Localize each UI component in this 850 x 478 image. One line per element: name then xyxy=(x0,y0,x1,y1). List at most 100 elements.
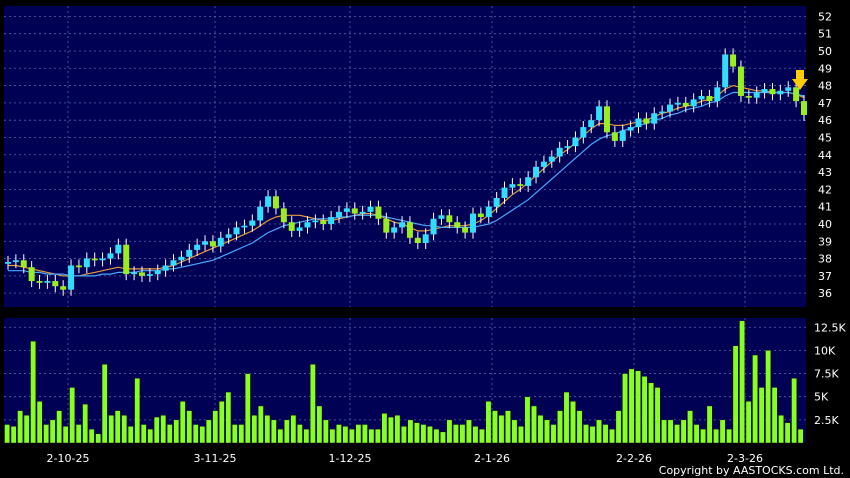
candle-body xyxy=(170,260,177,266)
candle-body xyxy=(469,213,476,233)
candle-body xyxy=(249,220,256,226)
volume-bar xyxy=(537,415,544,444)
volume-bar xyxy=(17,410,24,444)
candle-body xyxy=(438,215,445,219)
volume-bar xyxy=(290,415,297,444)
volume-bar xyxy=(401,426,407,444)
volume-bar xyxy=(674,424,680,444)
candle-body xyxy=(540,161,547,167)
candle-body xyxy=(233,227,240,235)
volume-bar xyxy=(414,422,420,444)
price-tick-label: 41 xyxy=(818,201,832,214)
volume-bar xyxy=(322,419,329,444)
candle-body xyxy=(730,54,737,67)
candle-body xyxy=(257,206,264,221)
volume-bar xyxy=(570,401,576,444)
candle-body xyxy=(493,198,500,207)
candle-body xyxy=(785,87,792,91)
candle-body xyxy=(769,89,776,95)
candle-body xyxy=(351,208,358,214)
volume-bar xyxy=(479,428,485,444)
price-tick-label: 52 xyxy=(818,10,832,23)
volume-bar xyxy=(700,428,706,444)
volume-bar xyxy=(166,424,173,444)
volume-tick-label: 10K xyxy=(814,344,836,357)
volume-bar xyxy=(121,415,128,444)
price-tick-label: 42 xyxy=(818,183,832,196)
price-tick-label: 48 xyxy=(818,80,832,93)
candle-body xyxy=(131,272,138,275)
candle-body xyxy=(462,227,469,233)
candle-body xyxy=(406,222,413,238)
candle-body xyxy=(28,267,35,282)
volume-bar xyxy=(466,419,472,444)
candle-body xyxy=(801,101,807,115)
volume-bar xyxy=(739,320,745,444)
date-axis: 2-10-25 3-11-25 1-12-25 2-1-26 2-2-26 2-3-26 xyxy=(47,452,763,465)
volume-bar xyxy=(511,419,518,444)
volume-bar xyxy=(472,426,479,444)
volume-bar xyxy=(635,370,641,444)
volume-bar xyxy=(114,410,121,444)
candle-body xyxy=(304,222,311,228)
volume-bar xyxy=(765,350,771,444)
volume-bar xyxy=(95,433,102,444)
date-tick-label: 1-12-25 xyxy=(329,452,372,465)
candle-body xyxy=(99,258,106,261)
candle-body xyxy=(194,244,201,250)
volume-bar xyxy=(388,416,394,444)
volume-bar xyxy=(173,419,180,444)
candle-body xyxy=(556,147,563,157)
price-tick-label: 49 xyxy=(818,62,832,75)
volume-bar xyxy=(375,428,381,444)
candle-body xyxy=(454,222,461,228)
volume-bar xyxy=(251,415,258,444)
volume-bar xyxy=(524,396,531,444)
volume-bar xyxy=(140,424,147,444)
volume-bar xyxy=(329,428,336,444)
volume-bar xyxy=(563,391,570,444)
volume-bar xyxy=(43,424,50,444)
volume-bar xyxy=(498,415,505,444)
candlesticks xyxy=(5,48,807,296)
candle-body xyxy=(44,281,51,283)
candle-body xyxy=(162,265,169,271)
candle-body xyxy=(509,184,516,188)
candle-body xyxy=(225,234,232,238)
candle-body xyxy=(572,137,579,147)
candle-body xyxy=(391,227,398,233)
candle-body xyxy=(20,260,27,268)
volume-bar xyxy=(433,428,440,444)
candle-body xyxy=(115,244,122,254)
volume-gridlines xyxy=(4,318,806,443)
candle-body xyxy=(517,184,524,186)
copyright-text: Copyright by AASTOCKS.com Ltd. xyxy=(658,464,844,477)
volume-bar xyxy=(407,419,414,444)
volume-bar xyxy=(550,424,557,444)
volume-bar xyxy=(218,401,225,444)
volume-bar xyxy=(244,373,251,444)
ma-long-line xyxy=(8,91,805,277)
volume-bar xyxy=(82,403,89,444)
candle-body xyxy=(651,113,658,124)
candle-body xyxy=(422,234,429,243)
volume-bar xyxy=(10,426,17,444)
volume-bar xyxy=(108,415,115,444)
candle-body xyxy=(533,166,540,178)
volume-tick-label: 12.5K xyxy=(814,321,846,334)
candle-body xyxy=(753,92,760,98)
candle-body xyxy=(320,220,327,224)
volume-bar xyxy=(270,419,277,444)
candle-body xyxy=(296,227,303,231)
volume-bar xyxy=(719,419,726,444)
volume-bar xyxy=(4,424,11,444)
price-tick-label: 50 xyxy=(818,45,832,58)
price-tick-label: 51 xyxy=(818,28,832,41)
candle-body xyxy=(659,111,666,114)
candle-body xyxy=(265,196,272,207)
candle-body xyxy=(36,281,43,283)
volume-bar xyxy=(127,426,134,444)
price-panel xyxy=(4,6,806,307)
candle-body xyxy=(414,237,421,243)
volume-bar xyxy=(153,416,160,444)
